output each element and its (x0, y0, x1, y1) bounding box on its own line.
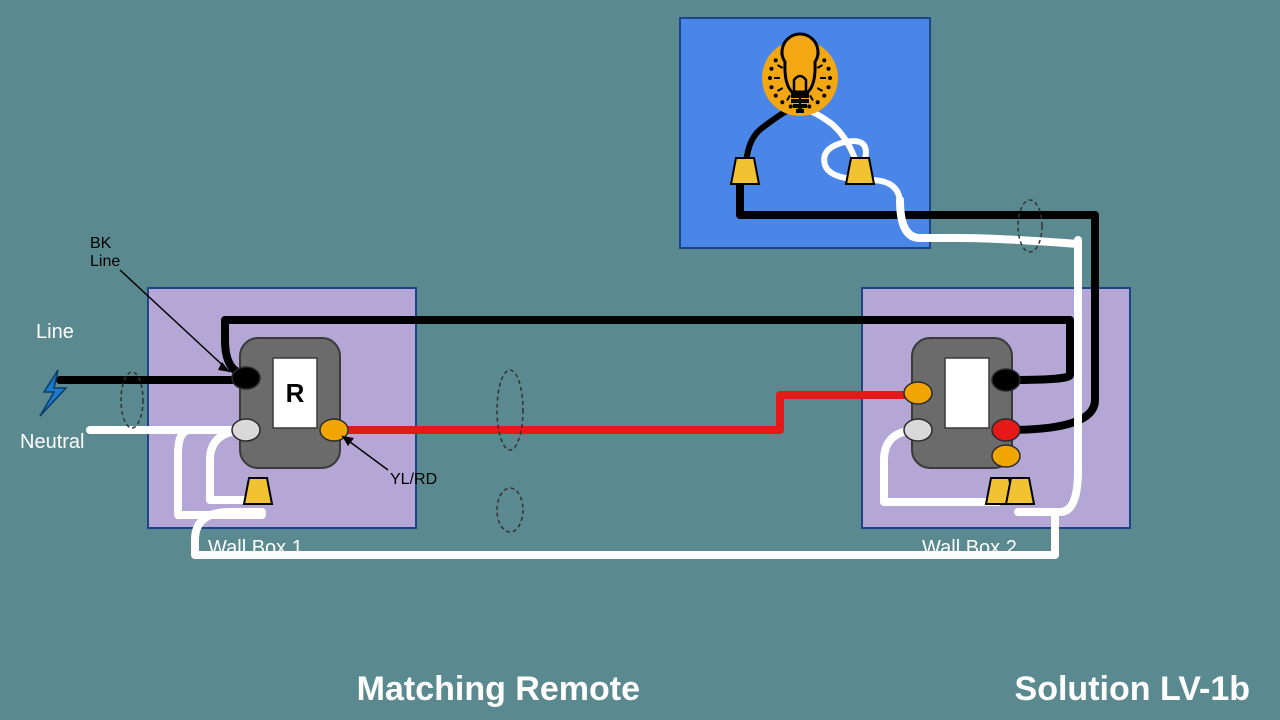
label-line: Line (36, 321, 74, 343)
label-neutral: Neutral (20, 431, 84, 453)
switch-main-terminal-1 (904, 419, 932, 441)
title-right: Solution LV-1b (1015, 670, 1250, 708)
switch-main-terminal-3 (992, 419, 1020, 441)
wire-nut-4 (846, 158, 874, 184)
switch-remote-terminal-1 (232, 419, 260, 441)
switch-main-terminal-2 (992, 369, 1020, 391)
wire-nut-3 (731, 158, 759, 184)
wire-nut-0 (244, 478, 272, 504)
switch-main-terminal-0 (904, 382, 932, 404)
label-wallbox-1: Wall Box 1 (208, 537, 303, 559)
bulb-base (796, 109, 804, 113)
label-wallbox-2: Wall Box 2 (922, 537, 1017, 559)
title-left: Matching Remote (357, 670, 640, 708)
bulb-glass (782, 34, 818, 92)
svg-text:Line: Line (90, 253, 120, 270)
switch-remote-letter: R (286, 378, 305, 408)
switch-main-terminal-4 (992, 445, 1020, 467)
switch-remote-terminal-0 (232, 367, 260, 389)
switch-main-face (945, 358, 989, 428)
label-ylrd: YL/RD (390, 471, 437, 488)
wire-nut-2 (1006, 478, 1034, 504)
label-bk: BK (90, 235, 112, 252)
